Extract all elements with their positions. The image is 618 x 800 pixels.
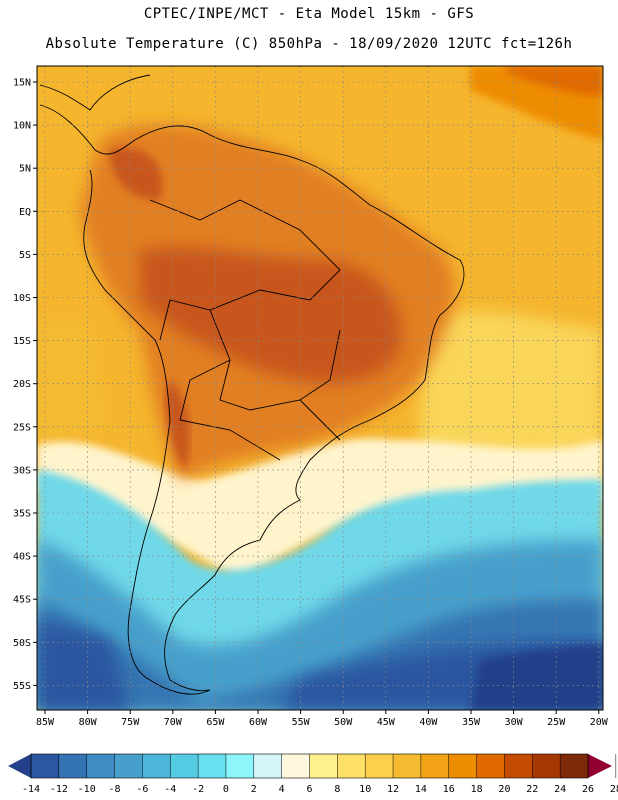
colorbar-tick-label: -4 (164, 784, 176, 795)
colorbar-swatch (114, 754, 143, 778)
lat-label: 10S (13, 293, 31, 304)
colorbar-swatch (337, 754, 366, 778)
colorbar-swatch (365, 754, 394, 778)
colorbar-tick-label: 14 (415, 784, 427, 795)
lon-label: 65W (206, 717, 225, 728)
colorbar-tick-label: 4 (279, 784, 285, 795)
lon-label: 30W (505, 717, 524, 728)
colorbar-tick-label: 16 (443, 784, 455, 795)
lon-label: 55W (292, 717, 311, 728)
lat-label: 55S (13, 681, 31, 692)
colorbar-swatch (170, 754, 199, 778)
colorbar-over-arrow (588, 754, 612, 778)
colorbar-tick-label: 10 (359, 784, 371, 795)
lon-label: 25W (547, 717, 566, 728)
colorbar-tick-label: 18 (471, 784, 483, 795)
lat-label: EQ (19, 207, 31, 218)
colorbar-tick-label: -14 (22, 784, 40, 795)
longitude-labels: 85W 80W 75W 70W 65W 60W 55W 50W 45W 40W 35W 30W 25W 2… (36, 710, 609, 728)
lon-label: 50W (334, 717, 353, 728)
lon-label: 20W (590, 717, 609, 728)
lat-label: 10N (13, 121, 31, 132)
colorbar (8, 753, 612, 779)
colorbar-tick-label: 24 (554, 784, 566, 795)
colorbar-swatch (420, 754, 450, 778)
colorbar-swatch (31, 754, 60, 778)
colorbar-swatch (142, 754, 171, 778)
title-field: Absolute Temperature (C) 850hPa - 18/09/… (45, 36, 573, 52)
colorbar-swatch (532, 754, 561, 778)
colorbar-tick-label: 0 (223, 784, 229, 795)
colorbar-swatch (560, 754, 589, 778)
latitude-labels: 15N 10N 5N EQ 5S 10S 15S 20S 25S 30S 35S 40S 45S 50S 5… (13, 78, 37, 692)
colorbar-tick-label: -8 (109, 784, 121, 795)
lon-label: 45W (377, 717, 396, 728)
colorbar-swatch (58, 754, 88, 778)
lat-label: 45S (13, 595, 31, 606)
lat-label: 50S (13, 638, 31, 649)
colorbar-swatch (393, 754, 422, 778)
title-model: CPTEC/INPE/MCT - Eta Model 15km - GFS (143, 6, 475, 22)
lon-label: 40W (419, 717, 438, 728)
colorbar-tick-label: 8 (334, 784, 340, 795)
colorbar-swatch (225, 754, 255, 778)
lat-label: 30S (13, 465, 31, 476)
lat-label: 5N (19, 164, 31, 175)
lat-label: 25S (13, 422, 31, 433)
colorbar-swatch (476, 754, 505, 778)
colorbar-tick-label: 2 (251, 784, 257, 795)
colorbar-swatch (253, 754, 283, 778)
colorbar-tick-label: -12 (50, 784, 68, 795)
lat-label: 35S (13, 509, 31, 520)
map-frame (36, 65, 604, 711)
temperature-field (37, 66, 603, 710)
colorbar-ticks: -14 -12 -10 -8 -6 -4 -2 0 2 4 6 8 10 12 14 16 18 20 22 24 26… (22, 754, 618, 795)
lat-label: 15N (13, 78, 31, 89)
colorbar-swatch (86, 754, 116, 778)
colorbar-swatch (281, 754, 310, 778)
lon-label: 35W (462, 717, 481, 728)
colorbar-swatch (309, 754, 338, 778)
colorbar-under-arrow (8, 754, 31, 778)
colorbar-tick-label: -6 (136, 784, 148, 795)
colorbar-swatch (448, 754, 478, 778)
lon-label: 75W (121, 717, 140, 728)
lon-label: 85W (36, 717, 55, 728)
colorbar-tick-label: 12 (387, 784, 399, 795)
lon-label: 80W (79, 717, 98, 728)
colorbar-tick-label: 26 (582, 784, 594, 795)
colorbar-tick-label: -10 (78, 784, 96, 795)
colorbar-swatch (504, 754, 533, 778)
colorbar-tick-label: 6 (306, 784, 312, 795)
colorbar-tick-label: -2 (192, 784, 204, 795)
lat-label: 5S (19, 250, 31, 261)
lon-label: 60W (249, 717, 268, 728)
colorbar-swatch (198, 754, 227, 778)
lat-label: 15S (13, 336, 31, 347)
lat-label: 20S (13, 379, 31, 390)
lon-label: 70W (164, 717, 183, 728)
colorbar-tick-label: 20 (498, 784, 510, 795)
colorbar-tick-label: 28 (610, 784, 618, 795)
lat-label: 40S (13, 552, 31, 563)
grid-lines (37, 66, 603, 710)
coastlines (39, 74, 465, 695)
colorbar-tick-label: 22 (526, 784, 538, 795)
